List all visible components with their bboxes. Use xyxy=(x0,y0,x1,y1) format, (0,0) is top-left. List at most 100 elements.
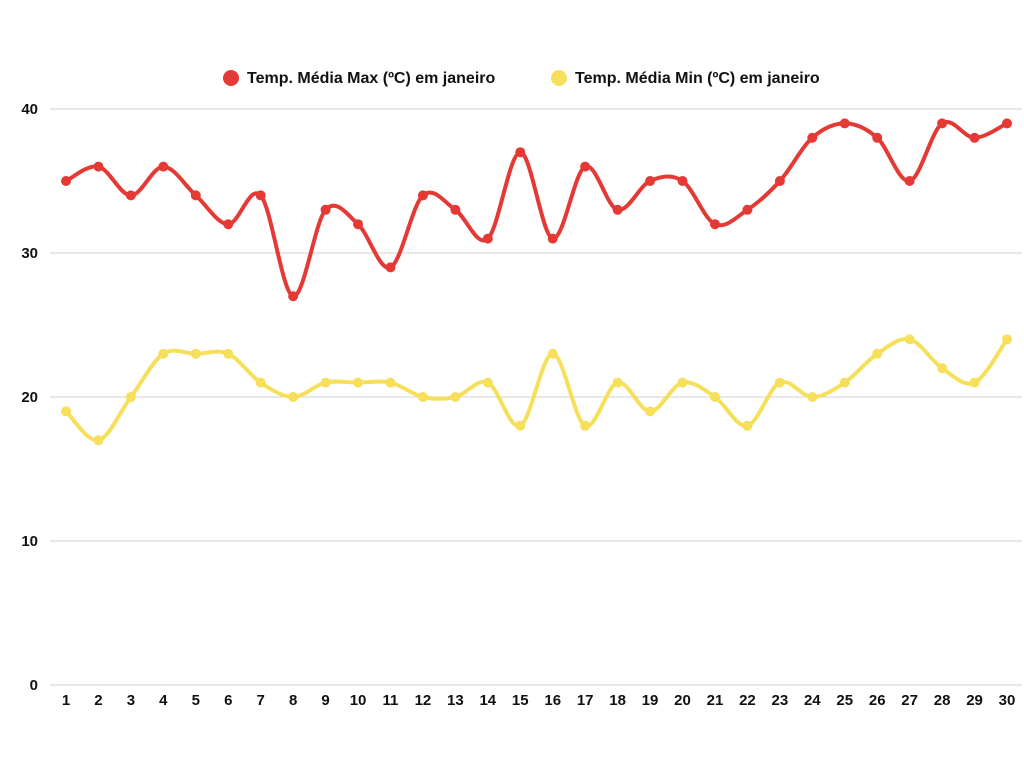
data-point xyxy=(677,377,688,388)
data-point xyxy=(255,190,266,201)
data-point xyxy=(125,190,136,201)
series-line xyxy=(64,119,1009,299)
legend-label-min: Temp. Média Min (ºC) em janeiro xyxy=(575,70,820,87)
data-point xyxy=(547,348,558,359)
data-point xyxy=(580,420,591,431)
y-tick-label: 10 xyxy=(21,533,38,550)
x-tick-label: 23 xyxy=(772,692,789,709)
x-tick-label: 30 xyxy=(999,692,1016,709)
x-tick-label: 17 xyxy=(577,692,594,709)
data-point xyxy=(158,161,169,172)
x-tick-label: 11 xyxy=(383,692,399,709)
data-point xyxy=(385,377,396,388)
legend-marker-max xyxy=(223,70,239,86)
y-tick-label: 40 xyxy=(21,101,38,118)
data-point xyxy=(839,118,850,129)
data-point xyxy=(190,348,201,359)
legend-label-max: Temp. Média Max (ºC) em janeiro xyxy=(247,70,495,87)
data-point xyxy=(223,348,234,359)
x-tick-label: 27 xyxy=(901,692,918,709)
legend: Temp. Média Max (ºC) em janeiro Temp. Mé… xyxy=(223,70,820,87)
x-tick-label: 16 xyxy=(544,692,561,709)
data-point xyxy=(904,334,915,345)
data-point xyxy=(288,291,299,302)
data-point xyxy=(872,348,883,359)
data-point xyxy=(320,204,331,215)
data-point xyxy=(482,377,493,388)
data-point xyxy=(482,233,493,244)
data-point xyxy=(872,132,883,143)
series-group xyxy=(61,118,1012,446)
data-point xyxy=(417,190,428,201)
data-point xyxy=(158,348,169,359)
x-tick-label: 2 xyxy=(94,692,102,709)
data-point xyxy=(320,377,331,388)
data-point xyxy=(255,377,266,388)
data-point xyxy=(839,377,850,388)
x-tick-label: 15 xyxy=(512,692,529,709)
data-point xyxy=(742,204,753,215)
y-tick-label: 0 xyxy=(30,677,38,694)
x-tick-label: 10 xyxy=(350,692,367,709)
data-point xyxy=(385,262,396,273)
x-tick-label: 25 xyxy=(836,692,853,709)
series-min xyxy=(61,334,1012,446)
legend-marker-min xyxy=(551,70,567,86)
data-point xyxy=(353,377,364,388)
data-point xyxy=(580,161,591,172)
x-axis-ticks: 1 2 3 4 5 6 7 8 9 10 11 12 13 14 15 16 17 18 19 20 21 22 23 24 2… xyxy=(62,692,1016,709)
data-point xyxy=(417,392,428,402)
data-point xyxy=(190,190,201,201)
x-tick-label: 4 xyxy=(159,692,168,709)
data-point xyxy=(93,161,104,172)
x-tick-label: 14 xyxy=(479,692,496,709)
x-tick-label: 5 xyxy=(192,692,200,709)
x-tick-label: 19 xyxy=(642,692,659,709)
data-point xyxy=(645,406,656,417)
x-tick-label: 22 xyxy=(739,692,756,709)
x-tick-label: 24 xyxy=(804,692,821,709)
series-max xyxy=(61,118,1012,302)
data-point xyxy=(904,176,915,186)
data-point xyxy=(61,176,71,186)
data-point xyxy=(515,147,526,158)
x-tick-label: 21 xyxy=(707,692,724,709)
x-tick-label: 18 xyxy=(609,692,626,709)
grid xyxy=(50,108,1022,686)
x-tick-label: 6 xyxy=(224,692,232,709)
data-point xyxy=(774,377,785,388)
data-point xyxy=(645,176,656,186)
data-point xyxy=(450,204,461,215)
x-tick-label: 13 xyxy=(447,692,464,709)
data-point xyxy=(353,219,364,230)
data-point xyxy=(969,377,980,388)
x-tick-label: 20 xyxy=(674,692,691,709)
x-tick-label: 9 xyxy=(321,692,329,709)
data-point xyxy=(125,392,136,402)
data-point xyxy=(677,176,688,186)
data-point xyxy=(1002,334,1012,345)
y-tick-label: 30 xyxy=(21,245,38,262)
x-tick-label: 12 xyxy=(415,692,432,709)
data-point xyxy=(774,176,785,186)
data-point xyxy=(937,118,948,129)
data-point xyxy=(1002,118,1012,129)
x-tick-label: 1 xyxy=(62,692,70,709)
x-tick-label: 8 xyxy=(289,692,297,709)
data-point xyxy=(515,420,526,431)
y-axis-ticks: 0 10 20 30 40 xyxy=(21,101,38,694)
data-point xyxy=(612,377,623,388)
data-point xyxy=(547,233,558,244)
data-point xyxy=(612,204,623,215)
data-point xyxy=(807,132,818,143)
data-point xyxy=(709,219,720,230)
data-point xyxy=(807,392,818,402)
data-point xyxy=(288,392,299,402)
x-tick-label: 3 xyxy=(127,692,135,709)
data-point xyxy=(61,406,71,417)
x-tick-label: 7 xyxy=(257,692,265,709)
series-line xyxy=(64,337,1009,443)
data-point xyxy=(223,219,234,230)
